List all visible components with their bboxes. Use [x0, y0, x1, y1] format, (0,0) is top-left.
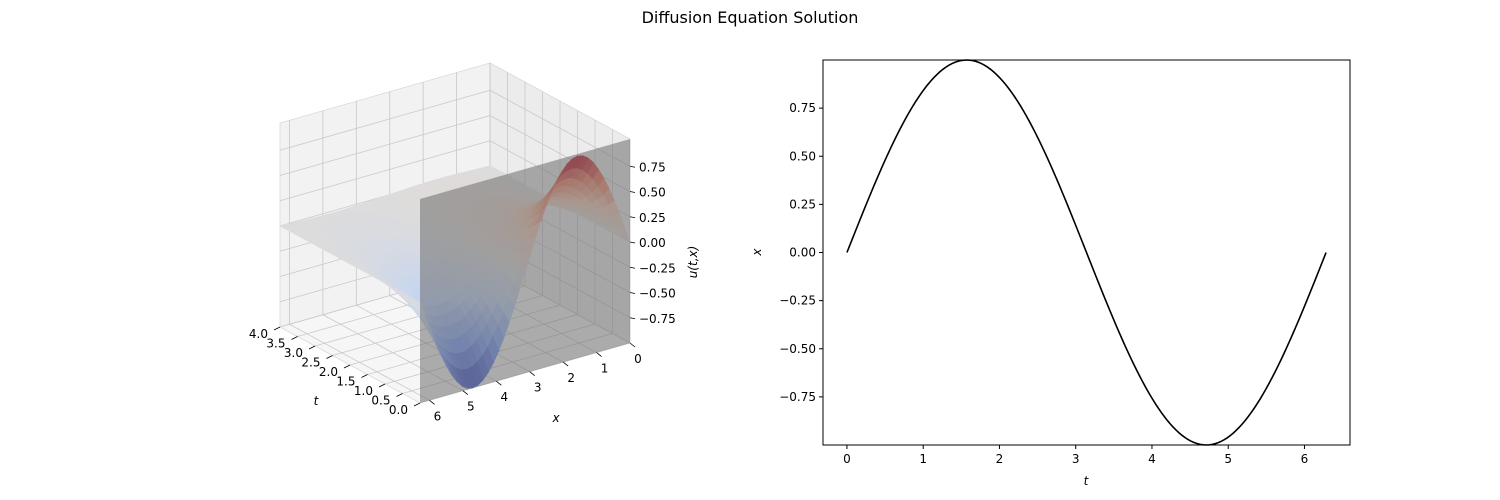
- x-tick-label: 1: [919, 452, 927, 466]
- plot-ticks: 0 1 2 3 4 5 6 0.75 0.50 0.25 0.00 −0.25 −0.50 −0.75: [779, 101, 1308, 466]
- t-tick-label: 0.5: [371, 394, 390, 408]
- x-tick-label: 2: [996, 452, 1004, 466]
- x-tick-label: 0: [634, 352, 642, 366]
- tick-mark: [629, 292, 636, 294]
- tick-mark: [629, 165, 636, 168]
- y-tick-label: −0.75: [779, 390, 816, 404]
- y-tick-label: 0.25: [789, 197, 816, 211]
- t-axis-label: t: [314, 394, 320, 408]
- tick-mark: [291, 336, 298, 340]
- y-tick-label: −0.25: [779, 294, 816, 308]
- z-tick-label: 0.00: [639, 236, 666, 250]
- tick-mark: [496, 380, 502, 386]
- grid-line: [289, 323, 430, 401]
- x-tick-label: 0: [843, 452, 851, 466]
- tick-mark: [343, 364, 351, 369]
- tick-mark: [629, 241, 636, 244]
- t-tick-label: 1.0: [354, 384, 373, 398]
- z-tick-label: 0.75: [639, 160, 666, 174]
- z-tick-label: 0.25: [639, 211, 666, 225]
- tick-mark: [629, 342, 636, 348]
- x-tick-label: 6: [434, 409, 442, 423]
- t-tick-label: 3.5: [266, 337, 285, 351]
- tick-mark: [629, 266, 636, 269]
- tick-mark: [273, 326, 281, 331]
- y-tick-label: 0.00: [789, 246, 816, 260]
- tick-mark: [361, 374, 368, 378]
- x-axis-label: x: [551, 411, 560, 425]
- x-tick-label: 3: [1072, 452, 1080, 466]
- line-plot: 0 1 2 3 4 5 6 0.75 0.50 0.25 0.00 −0.25 −0.50 −0.75 t…: [750, 59, 1351, 488]
- t-tick-label: 2.5: [301, 356, 320, 370]
- x-tick-label: 6: [1301, 452, 1309, 466]
- tick-mark: [308, 345, 316, 350]
- grid-line: [279, 115, 491, 176]
- x-tick-label: 3: [534, 381, 542, 395]
- x-axis-label: t: [1084, 474, 1090, 488]
- grid-line: [279, 89, 491, 151]
- z-tick-label: −0.50: [639, 287, 676, 301]
- x-tick-label: 1: [601, 362, 609, 376]
- tick-mark: [596, 352, 602, 357]
- series-line: [846, 59, 1327, 446]
- y-tick-label: 0.50: [789, 149, 816, 163]
- tick-mark: [629, 191, 636, 193]
- grid-line: [279, 140, 491, 202]
- tick-mark: [429, 399, 435, 405]
- tick-mark: [629, 216, 636, 219]
- z-tick-label: −0.25: [639, 261, 676, 275]
- t-tick-label: 3.0: [284, 346, 303, 360]
- y-tick-label: 0.75: [789, 101, 816, 115]
- tick-mark: [378, 383, 386, 388]
- surface-mesh: [279, 139, 631, 403]
- slice-plane: [420, 139, 630, 403]
- z-tick-label: −0.75: [639, 312, 676, 326]
- z-tick-label: 0.50: [639, 186, 666, 200]
- t-tick-label: 2.0: [319, 365, 338, 379]
- x-tick-label: 4: [1148, 452, 1156, 466]
- surface-plot-3d: 0.00.51.01.52.02.53.03.54.0 0 1 2 3 4 5 6 0.75 0.…: [249, 62, 700, 425]
- z-axis-label: u(t,x): [686, 246, 700, 279]
- tick-mark: [562, 361, 569, 367]
- tick-mark: [629, 317, 636, 320]
- t-tick-label: 4.0: [249, 327, 268, 341]
- x-tick-label: 5: [1224, 452, 1232, 466]
- t-tick-label: 1.5: [336, 375, 355, 389]
- tick-mark: [396, 393, 403, 397]
- tick-mark: [326, 355, 333, 359]
- y-axis-label: x: [750, 248, 764, 257]
- x-tick-label: 5: [467, 400, 475, 414]
- x-tick-label: 2: [567, 371, 575, 385]
- y-tick-label: −0.50: [779, 342, 816, 356]
- x-tick-label: 4: [500, 390, 508, 404]
- t-tick-label: 0.0: [389, 403, 408, 417]
- tick-mark: [462, 390, 469, 396]
- figure-title: Diffusion Equation Solution: [642, 8, 859, 27]
- axis-ticks: 0.00.51.01.52.02.53.03.54.0 0 1 2 3 4 5 6 0.75 0.…: [249, 160, 676, 423]
- tick-mark: [413, 402, 421, 407]
- tick-mark: [529, 371, 535, 376]
